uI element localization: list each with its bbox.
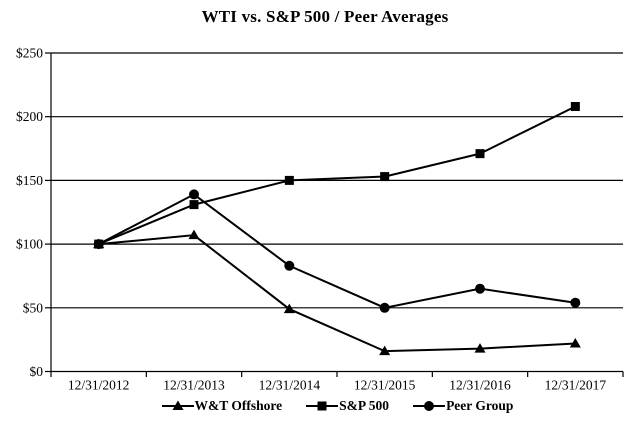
x-axis-label: 12/31/2016 (449, 378, 511, 393)
y-axis-label: $0 (30, 364, 44, 379)
series-line-peer-group (98, 193, 576, 309)
marker-circle-peer-group (284, 260, 295, 271)
marker-triangle-w-t-offshore (474, 343, 486, 353)
y-axis-label: $200 (16, 109, 43, 124)
x-axis-label: 12/31/2012 (68, 378, 130, 393)
marker-triangle-w-t-offshore (188, 229, 200, 240)
circle-icon (413, 401, 446, 411)
legend-label-w-t-offshore: W&T Offshore (194, 398, 283, 413)
y-axis-label: $250 (16, 46, 43, 61)
triangle-icon (161, 400, 194, 410)
series-line-s-p-500 (98, 105, 576, 246)
x-axis-label: 12/31/2013 (163, 378, 225, 393)
chart-legend: W&T Offshore S&P 500 Peer Group (51, 398, 624, 414)
legend-item-peer-group: Peer Group (413, 398, 513, 414)
marker-triangle-w-t-offshore (283, 303, 295, 314)
series-line-w-t-offshore (98, 234, 576, 353)
marker-circle-peer-group (570, 297, 581, 308)
marker-square-s-p-500 (570, 102, 580, 112)
y-axis-label: $50 (23, 300, 44, 315)
y-axis-label: $100 (16, 237, 43, 252)
legend-label-s-p-500: S&P 500 (339, 398, 390, 413)
x-axis-label: 12/31/2017 (545, 378, 607, 393)
marker-circle-peer-group (93, 239, 104, 250)
x-axis-label: 12/31/2014 (259, 378, 321, 393)
square-icon (306, 401, 339, 411)
marker-triangle-w-t-offshore (379, 345, 391, 356)
x-axis-label: 12/31/2015 (354, 378, 416, 393)
marker-circle-peer-group (475, 283, 485, 294)
legend-label-peer-group: Peer Group (446, 398, 514, 413)
marker-square-s-p-500 (475, 149, 485, 159)
legend-item-s-p-500: S&P 500 (306, 398, 389, 414)
marker-square-s-p-500 (189, 200, 199, 210)
legend-item-w-t-offshore: W&T Offshore (161, 398, 283, 414)
y-axis-label: $150 (16, 173, 43, 188)
chart-title: WTI vs. S&P 500 / Peer Averages (201, 7, 449, 26)
marker-square-s-p-500 (284, 175, 294, 185)
marker-circle-peer-group (379, 302, 390, 313)
marker-square-s-p-500 (380, 172, 390, 182)
marker-circle-peer-group (189, 189, 199, 200)
marker-triangle-w-t-offshore (569, 337, 581, 348)
